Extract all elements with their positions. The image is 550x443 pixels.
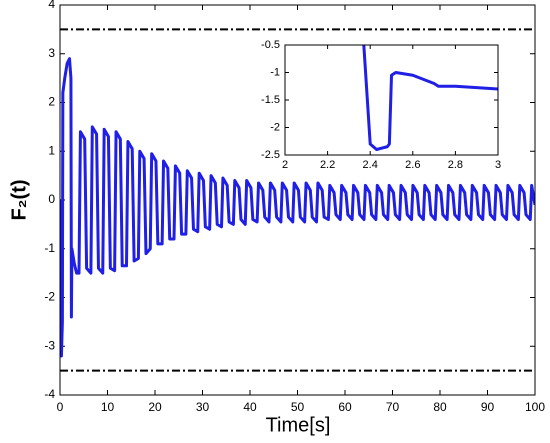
x-tick-label: 60 [338,400,352,414]
x-tick-label: 70 [386,400,400,414]
x-axis-label: Time[s] [266,414,331,436]
data-line [60,57,535,358]
y-tick-label: -2 [270,121,280,133]
y-tick-label: -4 [44,387,55,401]
inset-chart: 2 2.2 2.4 2.6 2.8 3 -2.5 -2 -1.5 -1 -0.5 [261,39,501,171]
x-tick-label: 2.2 [320,159,335,171]
x-tick-label: 0 [57,400,64,414]
y-tick-label: 1 [48,143,55,157]
y-tick-label: 3 [48,46,55,60]
data-line [362,45,498,151]
y-tick-label: 4 [48,0,55,11]
y-tick-label: -2.5 [261,149,280,161]
y-tick-label: -2 [44,290,55,304]
axes-frame [284,44,499,156]
y-tick-label: -3 [44,338,55,352]
x-tick-label: 2.8 [448,159,463,171]
y-tick-label: 2 [48,95,55,109]
x-tick-label: 2 [282,159,288,171]
x-tick-label: 100 [525,400,545,414]
y-tick-label: -1.5 [261,94,280,106]
y-tick-label: -0.5 [261,39,280,51]
y-tick-label: -1 [270,66,280,78]
x-tick-label: 3 [495,159,501,171]
y-tick-label: -1 [44,241,55,255]
x-tick-label: 20 [148,400,162,414]
x-tick-label: 30 [196,400,210,414]
x-tick-label: 90 [481,400,495,414]
x-tick-label: 2.6 [405,159,420,171]
x-tick-label: 40 [243,400,257,414]
axes-frame [59,4,536,396]
y-tick-label: 0 [48,192,55,206]
x-tick-label: 50 [291,400,305,414]
x-tick-label: 10 [101,400,115,414]
x-tick-label: 2.4 [363,159,378,171]
x-tick-label: 80 [433,400,447,414]
y-axis-label: F₂(t) [8,179,30,220]
